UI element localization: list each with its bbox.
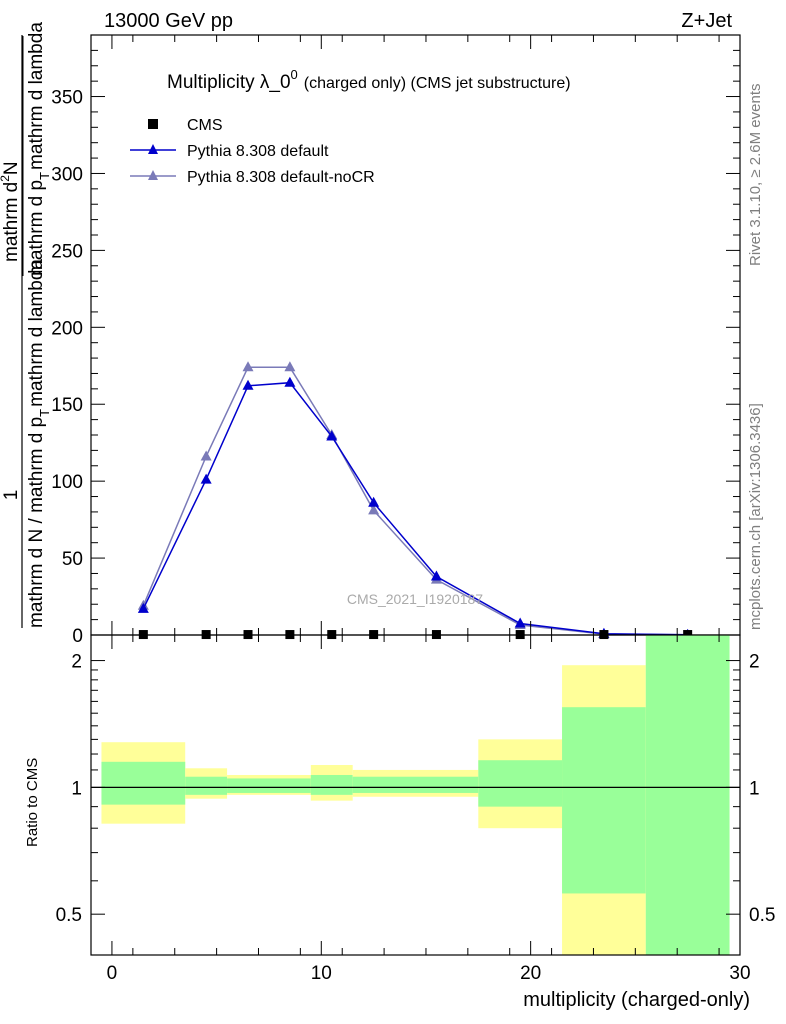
y-tick-label: 350	[51, 88, 83, 109]
data-point-pythia-8-308-default	[514, 617, 526, 628]
ylabel-outer-numerator: 1	[1, 490, 22, 501]
header-energy: 13000 GeV pp	[104, 10, 233, 32]
legend-label-nocr: Pythia 8.308 default-noCR	[187, 169, 375, 186]
legend-marker-nocr	[148, 170, 158, 180]
header-process: Z+Jet	[681, 10, 732, 32]
ratio-y-tick-label: 1	[71, 778, 82, 799]
ratio-band-inner	[645, 635, 730, 955]
x-tick-label: 0	[107, 963, 118, 984]
ylabel-inner-num-sup: 2	[0, 175, 12, 182]
legend-label-cms: CMS	[187, 117, 223, 134]
data-point-pythia-8-308-default	[326, 430, 338, 441]
analysis-watermark: CMS_2021_I1920187	[347, 591, 483, 607]
ratio-frame	[90, 634, 741, 956]
ratio-band-inner	[310, 774, 353, 795]
ylabel-outer-den-a: mathrm d N / mathrm d p	[26, 417, 47, 628]
data-point-pythia-8-308-default	[137, 602, 149, 613]
ratio-y-tick-label: 0.5	[56, 905, 82, 926]
x-tick-label: 10	[311, 963, 332, 984]
x-tick-label: 30	[729, 963, 750, 984]
ratio-y-tick-label-right: 2	[749, 652, 760, 673]
ratio-y-tick-label-right: 0.5	[749, 905, 775, 926]
ylabel-inner-numerator: mathrm d2N	[0, 161, 22, 262]
y-tick-label: 100	[51, 472, 83, 493]
ratio-ylabel: Ratio to CMS	[24, 758, 41, 847]
y-tick-label: 150	[51, 395, 83, 416]
data-point-pythia-8-308-default-nocr	[242, 361, 254, 372]
main-axis: 0 50 100 150 200 250 300 350	[51, 35, 741, 647]
ylabel-outer-den-sub: T	[37, 409, 52, 417]
plot-title-sup: 0	[291, 67, 298, 82]
x-axis-title: multiplicity (charged-only)	[523, 989, 750, 1011]
data-point-pythia-8-308-default	[430, 570, 442, 581]
ratio-y-tick-label: 2	[71, 652, 82, 673]
data-point-pythia-8-308-default-nocr	[284, 361, 296, 372]
series-line-pythia-8-308-default-nocr	[142, 366, 688, 636]
ratio-axis: 0.5 0.51 12 20 10 20 30	[56, 635, 775, 984]
ylabel-inner-den-sub: T	[37, 172, 52, 180]
ylabel-inner-den-b: mathrm d lambda	[26, 22, 47, 170]
y-tick-label: 50	[62, 549, 83, 570]
ratio-band-inner	[352, 776, 479, 793]
ratio-band-inner	[101, 761, 186, 805]
y-tick-label: 300	[51, 164, 83, 185]
ylabel-outer-den-b: mathrm d lambda	[26, 259, 47, 407]
ratio-y-tick-label-right: 1	[749, 778, 760, 799]
ratio-band-inner	[562, 707, 646, 894]
y-tick-label: 250	[51, 241, 83, 262]
legend: CMS Pythia 8.308 default Pythia 8.308 de…	[130, 117, 375, 186]
ratio-panel: 0.5 0.51 12 20 10 20 30 Ratio to CMS multiplic…	[24, 634, 775, 1011]
rivet-label: Rivet 3.1.10, ≥ 2.6M events	[747, 84, 764, 267]
series-line-pythia-8-308-default	[142, 381, 688, 636]
legend-marker-default	[148, 144, 158, 154]
ylabel-outer-denominator: mathrm d N / mathrm d pTmathrm d lambda	[26, 259, 52, 628]
ylabel-inner-num-a: mathrm d	[1, 182, 22, 262]
data-point-pythia-8-308-default	[242, 379, 254, 390]
x-tick-label: 20	[520, 963, 541, 984]
legend-marker-cms	[148, 119, 158, 129]
ratio-band-inner	[478, 760, 563, 807]
ylabel-inner-denominator: mathrm d pTmathrm d lambda	[26, 22, 52, 276]
y-tick-label: 200	[51, 318, 83, 339]
legend-label-default: Pythia 8.308 default	[187, 143, 329, 160]
ylabel-inner-den-a: mathrm d p	[26, 180, 47, 276]
plot-title-main: Multiplicity λ_0	[167, 72, 291, 93]
y-tick-label: 0	[72, 626, 83, 647]
plot-title: Multiplicity λ_00 (charged only) (CMS jet…	[167, 67, 571, 93]
data-point-pythia-8-308-default	[284, 376, 296, 387]
data-point-pythia-8-308-default	[200, 473, 212, 484]
data-point-pythia-8-308-default-nocr	[200, 450, 212, 461]
data-point-pythia-8-308-default-nocr	[368, 504, 380, 515]
data-point-pythia-8-308-default	[368, 496, 380, 507]
ratio-band-inner	[227, 778, 311, 793]
mcplots-label: mcplots.cern.ch [arXiv:1306.3436]	[747, 403, 764, 630]
plot-title-rest: (charged only) (CMS jet substructure)	[304, 75, 571, 92]
ratio-band-inner	[185, 776, 228, 795]
main-ylabel: 1 mathrm d N / mathrm d pTmathrm d lambd…	[0, 22, 52, 628]
ylabel-inner-num-b: N	[1, 161, 22, 175]
ratio-bands-layer	[91, 635, 740, 955]
